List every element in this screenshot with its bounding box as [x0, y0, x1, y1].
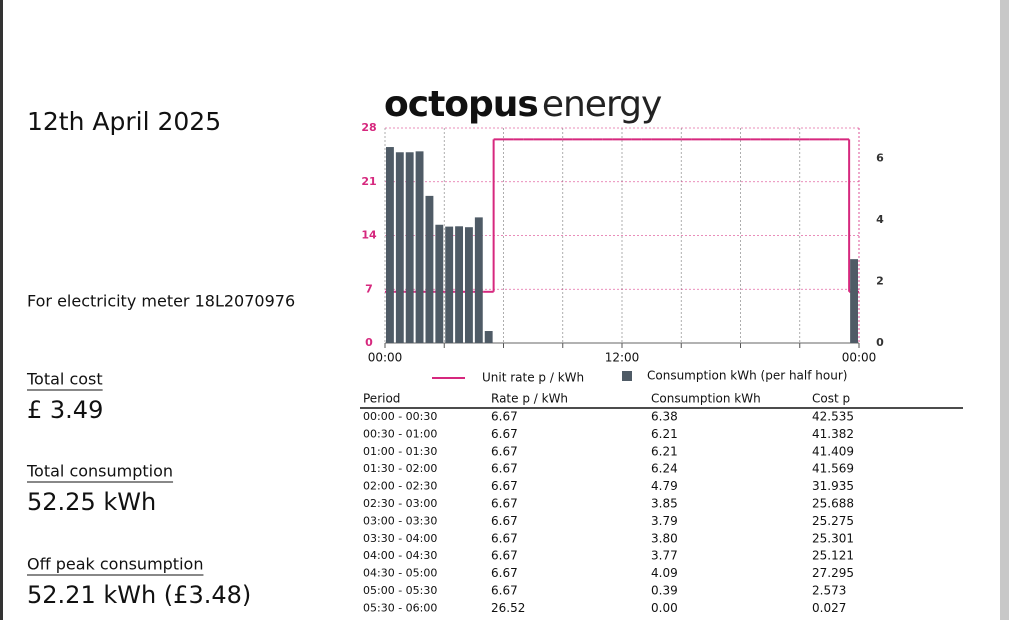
summary-label: Off peak consumption	[27, 555, 203, 574]
y-tick-label: 7	[365, 282, 373, 295]
table-cell: 04:30 - 05:00	[363, 567, 437, 580]
table-cell: 3.77	[651, 549, 678, 563]
table-header: Rate p / kWh	[491, 392, 568, 406]
table-cell: 42.535	[812, 410, 854, 424]
left-edge	[0, 0, 3, 620]
date: 12th April 2025	[27, 107, 221, 136]
bar	[484, 331, 493, 343]
table-cell: 03:30 - 04:00	[363, 532, 437, 545]
bar	[465, 227, 473, 343]
table-cell: 6.24	[651, 462, 678, 476]
logo-light: energy	[542, 84, 662, 125]
table-cell: 6.21	[651, 427, 678, 441]
table-cell: 41.569	[812, 462, 854, 476]
table-cell: 25.275	[812, 514, 854, 528]
bar	[395, 152, 404, 343]
legend-label: Unit rate p / kWh	[482, 371, 584, 385]
table-cell: 0.39	[651, 584, 678, 598]
table-cell: 6.67	[491, 584, 518, 598]
table-cell: 27.295	[812, 566, 854, 580]
table-cell: 6.67	[491, 462, 518, 476]
bar	[435, 224, 444, 343]
y-tick-label: 21	[361, 175, 376, 188]
table-cell: 05:30 - 06:00	[363, 601, 437, 614]
bar	[415, 151, 424, 343]
y2-tick-label: 0	[876, 336, 884, 349]
x-tick-label: 00:00	[368, 351, 403, 365]
summary-value: 52.25 kWh	[27, 488, 156, 516]
table-cell: 25.688	[812, 497, 854, 511]
summary-label: Total cost	[26, 370, 103, 389]
table-cell: 05:00 - 05:30	[363, 584, 437, 597]
table-cell: 0.00	[651, 601, 678, 615]
table-cell: 2.573	[812, 584, 846, 598]
table-header: Consumption kWh	[651, 392, 761, 406]
table-cell: 26.52	[491, 601, 525, 615]
table-cell: 41.382	[812, 427, 854, 441]
logo: octopus energy	[384, 84, 662, 125]
y2-tick-label: 2	[876, 275, 884, 288]
bar	[455, 226, 463, 343]
table-cell: 6.67	[491, 479, 518, 493]
bar	[445, 226, 454, 343]
y2-tick-label: 4	[876, 213, 884, 226]
x-tick-label: 00:00	[842, 351, 877, 365]
table-cell: 6.67	[491, 514, 518, 528]
bar	[850, 259, 858, 343]
table-cell: 3.79	[651, 514, 678, 528]
table-cell: 01:30 - 02:00	[363, 462, 437, 475]
table-cell: 4.79	[651, 479, 678, 493]
table-cell: 03:00 - 03:30	[363, 514, 437, 527]
table-cell: 02:00 - 02:30	[363, 480, 437, 493]
table-cell: 00:30 - 01:00	[363, 427, 437, 440]
table-cell: 25.301	[812, 531, 854, 545]
meter: For electricity meter 18L2070976	[27, 292, 295, 311]
table-cell: 0.027	[812, 601, 846, 615]
table-cell: 00:00 - 00:30	[363, 410, 437, 423]
summary-label: Total consumption	[26, 462, 173, 481]
table-cell: 04:00 - 04:30	[363, 549, 437, 562]
table-cell: 4.09	[651, 566, 678, 580]
table-cell: 6.67	[491, 531, 518, 545]
table-header: Period	[363, 392, 400, 406]
y-tick-label: 14	[361, 229, 377, 242]
summary-value: 52.21 kWh (£3.48)	[27, 581, 251, 609]
bar	[386, 147, 394, 343]
table-cell: 01:00 - 01:30	[363, 445, 437, 458]
table-cell: 6.38	[651, 410, 678, 424]
legend-swatch	[622, 371, 632, 381]
table-cell: 3.80	[651, 531, 678, 545]
bar	[405, 152, 414, 343]
y-tick-label: 28	[361, 121, 376, 134]
x-tick-label: 12:00	[605, 351, 640, 365]
bar	[425, 195, 434, 343]
legend-label: Consumption kWh (per half hour)	[647, 369, 847, 383]
table-header: Cost p	[812, 392, 850, 406]
table-cell: 6.21	[651, 444, 678, 458]
table-cell: 6.67	[491, 444, 518, 458]
logo-bold: octopus	[384, 84, 538, 125]
table-cell: 6.67	[491, 427, 518, 441]
table-cell: 41.409	[812, 444, 854, 458]
table-cell: 6.67	[491, 410, 518, 424]
summary-value: £ 3.49	[27, 396, 103, 424]
table-cell: 6.67	[491, 497, 518, 511]
right-edge	[1000, 0, 1009, 620]
table-cell: 6.67	[491, 566, 518, 580]
table-cell: 02:30 - 03:00	[363, 497, 437, 510]
y-tick-label: 0	[365, 336, 373, 349]
table-cell: 3.85	[651, 497, 678, 511]
bar	[474, 217, 483, 343]
y2-tick-label: 6	[876, 152, 884, 165]
table-cell: 25.121	[812, 549, 854, 563]
table-cell: 31.935	[812, 479, 854, 493]
table-cell: 6.67	[491, 549, 518, 563]
